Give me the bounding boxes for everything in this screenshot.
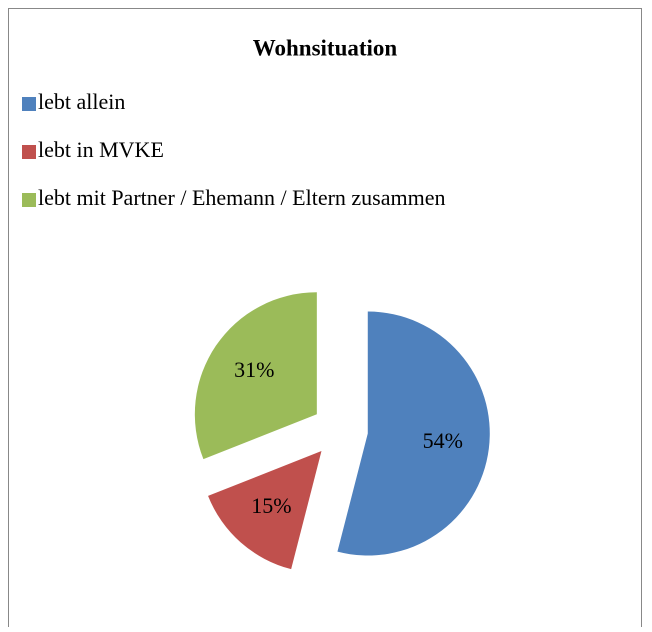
chart-title: Wohnsituation (253, 35, 398, 60)
legend-swatch (22, 193, 36, 207)
chart-frame (8, 8, 642, 632)
data-label: 54% (423, 428, 463, 453)
legend-label: lebt allein (38, 89, 125, 114)
pie-slice (208, 451, 322, 570)
legend-label: lebt mit Partner / Ehemann / Eltern zusa… (38, 185, 446, 210)
data-label: 31% (234, 357, 274, 382)
legend-swatch (22, 97, 36, 111)
pie-slice (337, 311, 490, 556)
data-label: 15% (251, 493, 291, 518)
legend-label: lebt in MVKE (38, 137, 164, 162)
legend-swatch (22, 145, 36, 159)
pie-slice (194, 292, 317, 460)
